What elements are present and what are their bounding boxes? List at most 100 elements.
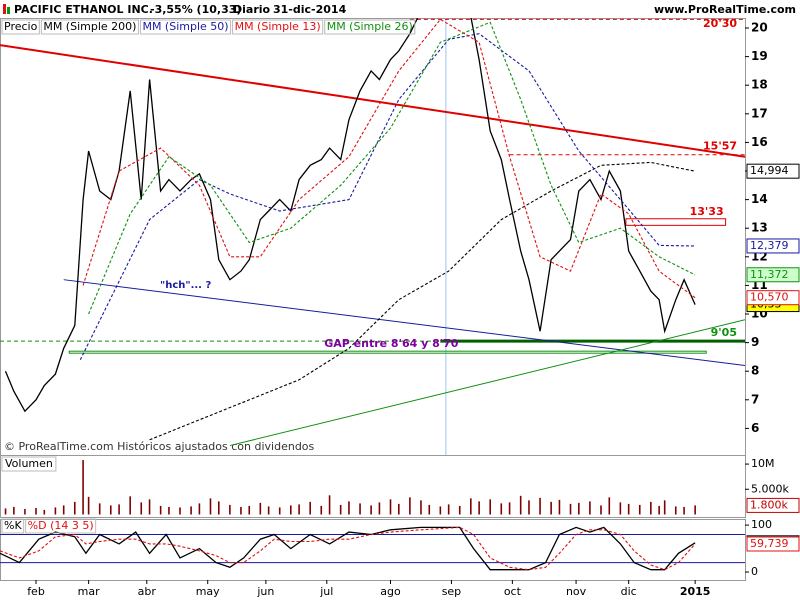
- legend-box: [25, 518, 97, 534]
- legend-box: [324, 19, 416, 35]
- zone: [68, 350, 707, 354]
- volume-bar: [627, 503, 630, 515]
- y-tick-label: 0: [751, 565, 758, 578]
- trend-line: [0, 44, 745, 158]
- volume-bar: [179, 507, 181, 515]
- last-value-box: [746, 267, 800, 283]
- volume-bar: [578, 502, 580, 515]
- legend-box: [40, 19, 139, 35]
- volume-bar: [569, 503, 572, 515]
- site[interactable]: www.ProRealTime.com: [654, 3, 796, 16]
- x-tick-label: ago: [380, 585, 401, 598]
- volume-bar: [4, 508, 7, 515]
- volume-bar: [148, 499, 151, 515]
- trend-line: [63, 279, 745, 366]
- stock-title: PACIFIC ETHANOL INC.: [14, 3, 153, 16]
- volume-bar: [439, 506, 442, 515]
- volume-bar: [217, 501, 220, 515]
- volume-bar: [320, 505, 323, 515]
- y-tick-label: 8: [751, 364, 759, 378]
- volume-bar: [267, 506, 270, 515]
- x-tick-label: may: [196, 585, 220, 598]
- x-tick-label: oct: [504, 585, 522, 598]
- legend-box: [232, 19, 324, 35]
- x-tick-label: mar: [78, 585, 100, 598]
- last-value-label: 14,994: [750, 164, 789, 177]
- y-tick-label: 18: [751, 78, 768, 92]
- volume-bar: [558, 499, 561, 515]
- series-line: [79, 33, 696, 361]
- y-tick-label: 6: [751, 421, 759, 435]
- y-tick-label: 10M: [751, 457, 775, 470]
- volume-bar: [82, 460, 84, 515]
- plot-area: [0, 526, 745, 571]
- zone: [625, 218, 727, 226]
- volume-bar: [658, 505, 660, 515]
- volume-bar: [458, 505, 461, 515]
- y-tick-label: 100: [751, 518, 772, 531]
- x-tick-label: feb: [27, 585, 45, 598]
- y-tick-label: 19: [751, 49, 768, 63]
- y-tick-label: 20: [751, 21, 768, 35]
- series-line: [82, 18, 696, 299]
- volume-bar: [500, 503, 503, 515]
- legend-entry: MM (Simple 26): [327, 20, 413, 33]
- volume-bar: [694, 505, 696, 515]
- y-tick-label: 17: [751, 106, 768, 120]
- last-value-box: [746, 163, 800, 179]
- volume-bar: [398, 503, 400, 515]
- last-value-label: 11,372: [750, 268, 789, 281]
- volume-bar: [508, 502, 511, 515]
- volume-bar: [298, 504, 300, 515]
- y-tick-label: 14: [751, 192, 768, 206]
- last-value-label: 1.800k: [750, 498, 788, 511]
- plot-area: [4, 460, 696, 515]
- volume-bar: [109, 505, 112, 515]
- panel-title-box: [1, 456, 57, 472]
- volume-bar: [289, 505, 292, 515]
- volume-bar: [24, 508, 26, 515]
- volume-bar: [420, 500, 422, 515]
- volume-bar: [248, 505, 251, 515]
- volume-bar: [43, 509, 46, 515]
- volume-bar: [209, 498, 212, 515]
- volume-bar: [168, 506, 170, 515]
- y-tick-label: 9: [751, 335, 759, 349]
- level-label: 20'30: [703, 17, 737, 30]
- legend-box: [1, 518, 25, 534]
- series-line: [0, 526, 696, 571]
- volume-bar: [259, 502, 262, 515]
- legend-box: [1, 19, 40, 35]
- stock-change: -3,55% (10,33): [150, 3, 241, 16]
- legend-entry: Precio: [4, 20, 38, 33]
- panel-title: Volumen: [5, 457, 53, 470]
- volume-bar: [619, 502, 622, 515]
- volume-bar: [650, 501, 652, 515]
- series-line: [149, 161, 696, 441]
- volume-bar: [608, 497, 611, 515]
- volume-bar: [129, 496, 131, 515]
- date: 31-dic-2014: [273, 3, 347, 16]
- panel-frame: [0, 519, 746, 581]
- volume-bar: [600, 505, 602, 515]
- volume-bar: [159, 505, 162, 515]
- volume-bar: [370, 505, 372, 515]
- x-tick-label: sep: [442, 585, 461, 598]
- last-value-label: 12,379: [750, 239, 789, 252]
- plot-area: [0, 18, 745, 455]
- legend-entry: MM (Simple 200): [43, 20, 136, 33]
- series-line: [88, 21, 696, 315]
- volume-bar: [389, 499, 392, 515]
- volume-bar: [470, 498, 472, 515]
- volume-bar: [428, 504, 431, 515]
- last-value-label: 59,739: [750, 537, 789, 550]
- volume-bar: [240, 506, 242, 515]
- series-line: [0, 526, 696, 571]
- volume-bar: [13, 506, 15, 515]
- volume-bar: [348, 501, 350, 515]
- y-tick-label: 7: [751, 392, 759, 406]
- volume-bar: [447, 504, 450, 515]
- panel-frame: [0, 455, 746, 518]
